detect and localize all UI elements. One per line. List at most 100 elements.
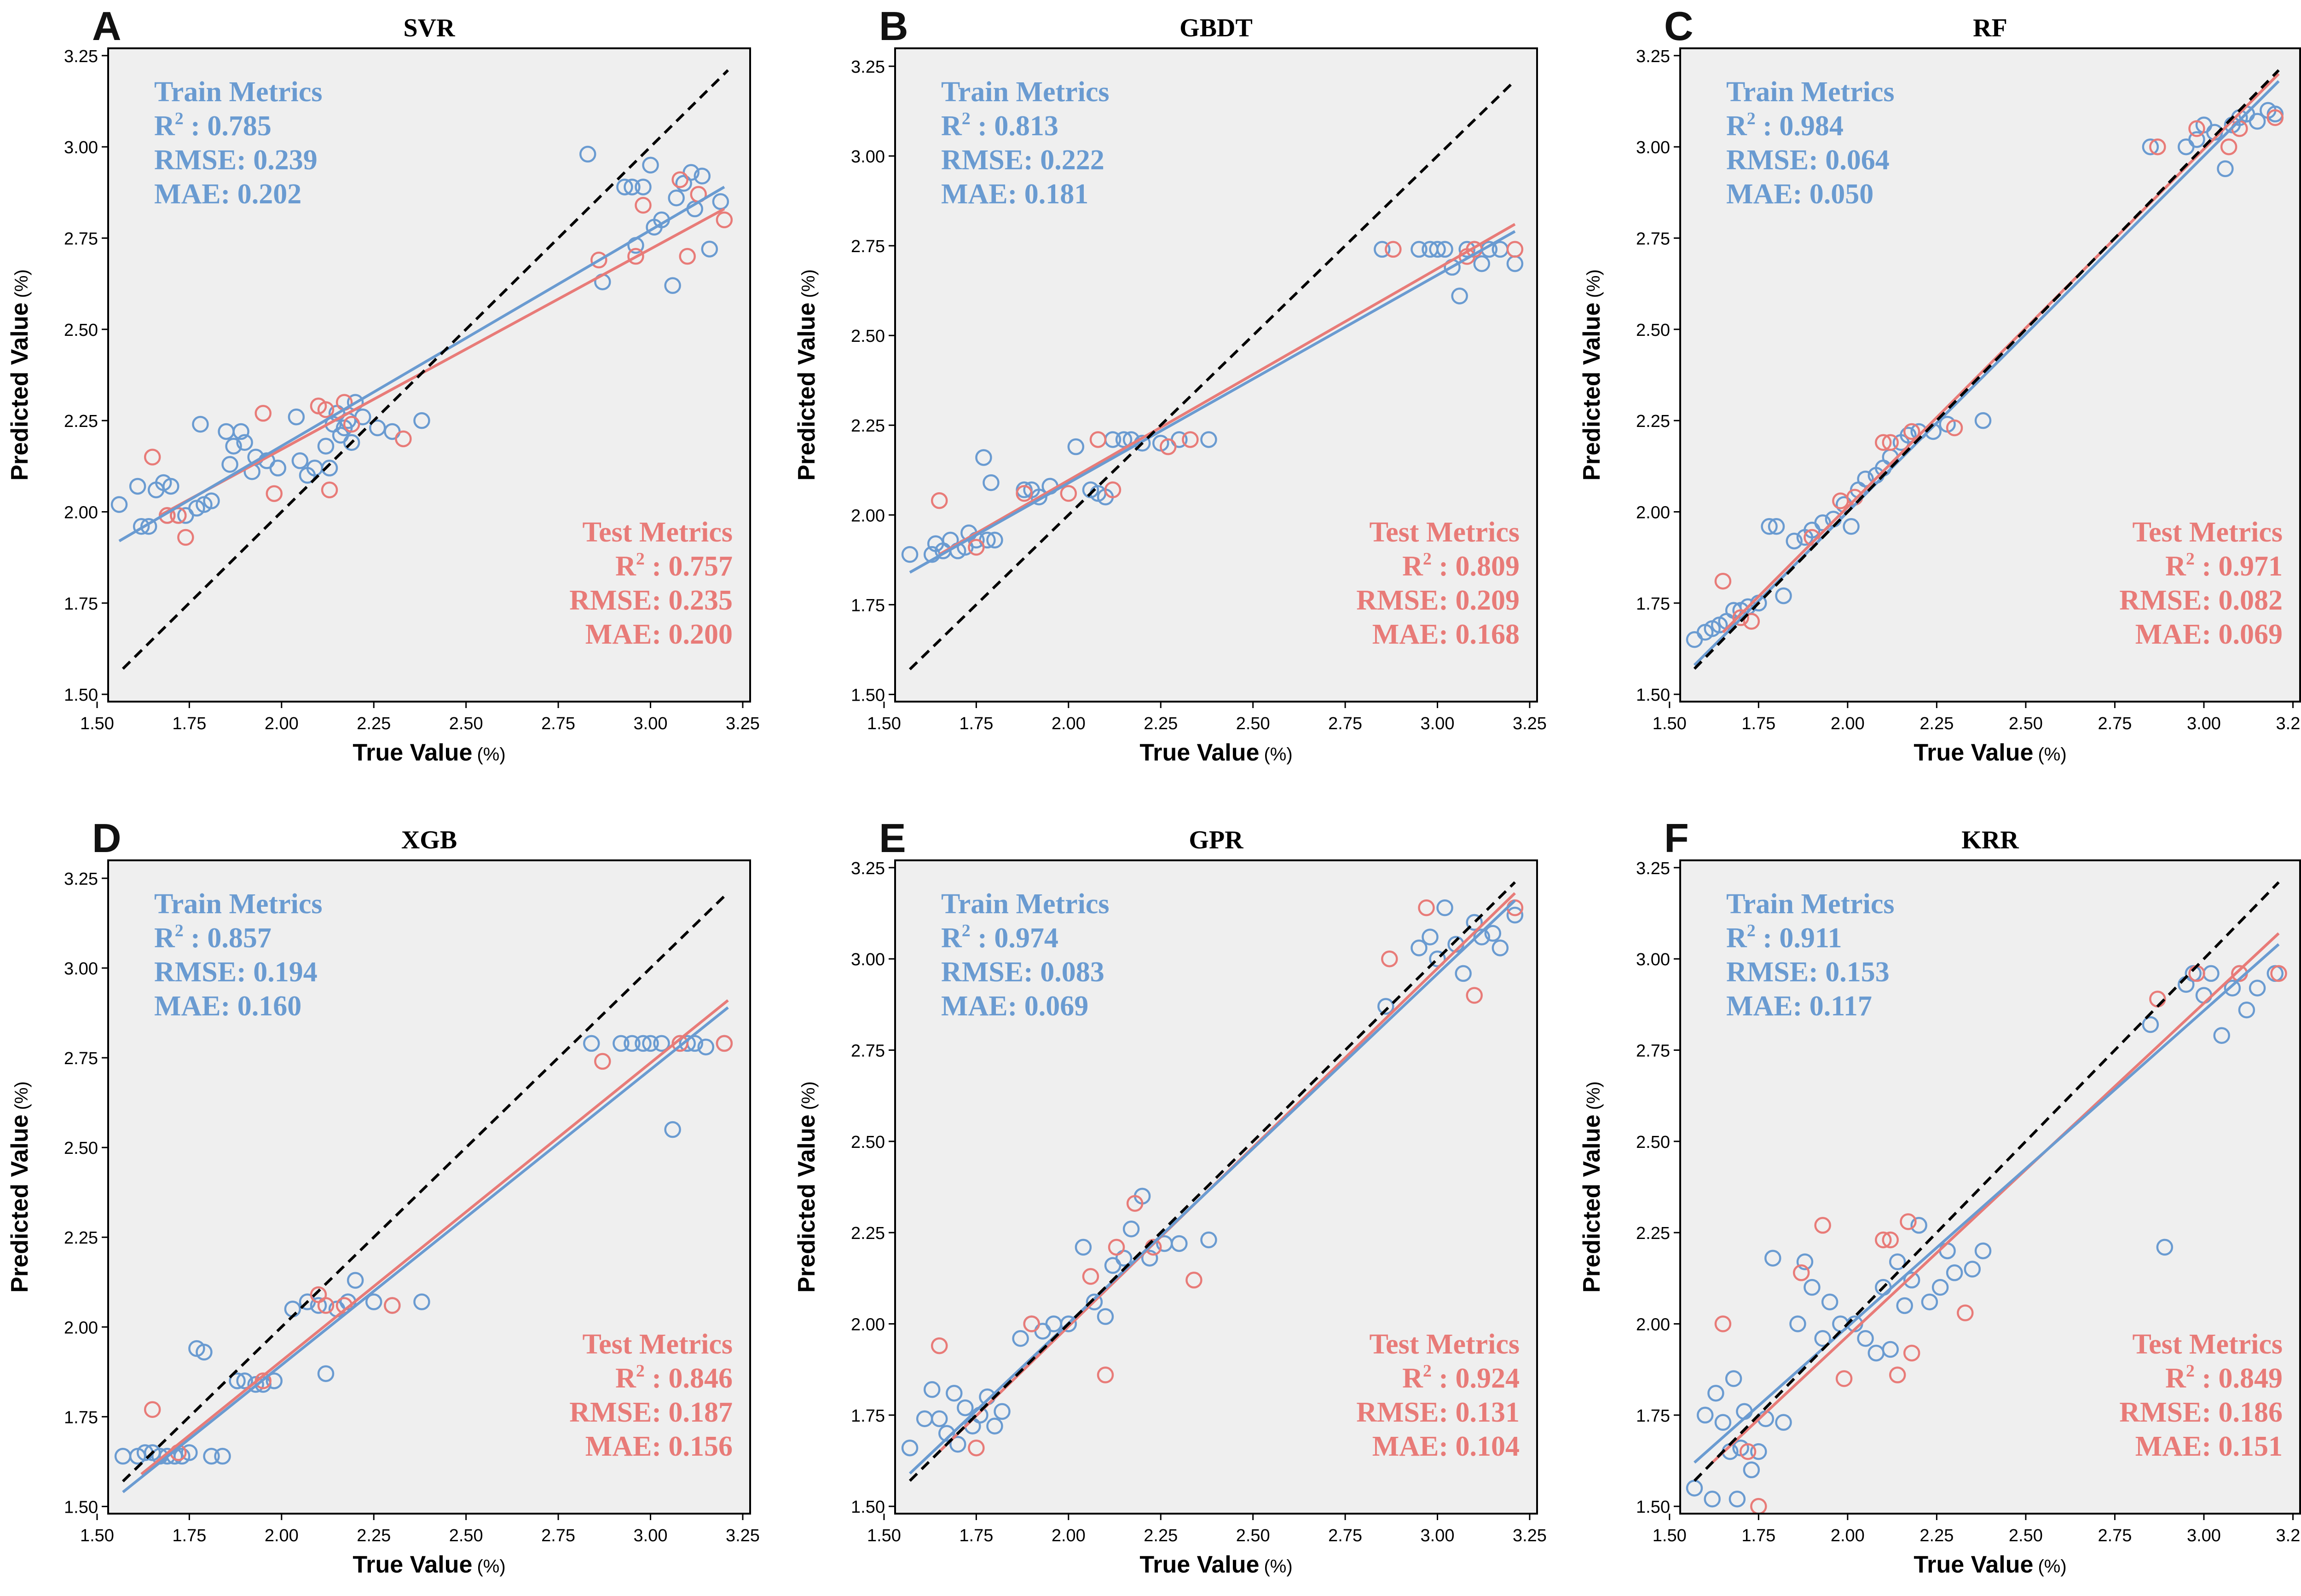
train-point	[181, 1444, 198, 1461]
metrics-heading: Test Metrics	[582, 517, 733, 548]
y-tick-label: 2.25	[851, 1224, 885, 1243]
x-tick-label: 1.50	[867, 1526, 901, 1545]
plot-frame	[1679, 47, 2301, 703]
plot-frame	[107, 47, 751, 703]
test-point	[1108, 1239, 1125, 1256]
data-layer	[901, 881, 1524, 1482]
train-point	[653, 1035, 670, 1052]
y-tick-label: 3.25	[1636, 859, 1670, 878]
panel-title: KRR	[1961, 826, 2019, 854]
test-point	[395, 430, 412, 448]
x-tick-label: 1.75	[172, 1526, 206, 1545]
panel-e: E GPR 1.50 1.75 2.00 2.25 2.50 2.75 3.00 3.25 1.50…	[793, 815, 1547, 1578]
x-axis-unit: (%)	[2038, 1556, 2066, 1577]
test-point	[679, 248, 696, 265]
train-point	[1115, 431, 1133, 448]
r2-value: : 0.757	[645, 551, 733, 582]
y-tick-label: 1.50	[851, 1498, 885, 1517]
y-tick-label: 2.25	[1636, 412, 1670, 431]
y-tick-label: 2.25	[851, 416, 885, 436]
x-tick-label: 1.50	[867, 714, 901, 733]
train-point	[946, 1384, 963, 1402]
test-point	[1016, 485, 1033, 502]
test-point	[1882, 1231, 1899, 1249]
test-point	[1903, 1344, 1920, 1362]
test-point	[635, 196, 652, 214]
x-tick-label: 2.00	[265, 1526, 299, 1545]
x-axis-label-text: True Value	[353, 1551, 472, 1578]
metrics-r2: R2 : 0.849	[2165, 1361, 2283, 1394]
r2-superscript: 2	[962, 921, 971, 940]
train-point	[983, 474, 1000, 491]
train-point	[1455, 965, 1472, 982]
train-point	[1436, 241, 1453, 258]
panel-letter: B	[879, 3, 908, 49]
test-point	[170, 507, 187, 524]
metrics-rmse: RMSE: 0.194	[154, 956, 318, 988]
plot-frame	[1679, 859, 2301, 1515]
y-tick-label: 2.75	[64, 230, 98, 249]
panel-f: F KRR 1.50 1.75 2.00 2.25 2.50 2.75 3.00 3.25 1.50…	[1578, 815, 2301, 1578]
y-axis-label-text: Predicted Value	[1578, 302, 1605, 480]
x-tick-label: 2.50	[449, 714, 483, 733]
metrics-r2: R2 : 0.857	[154, 921, 272, 954]
test-point	[931, 492, 948, 509]
train-point	[269, 460, 287, 477]
metrics-r2: R2 : 0.846	[615, 1361, 733, 1394]
metrics-r2: R2 : 0.785	[154, 109, 272, 142]
y-axis-label: Predicted Value (%)	[793, 269, 820, 481]
x-tick-label: 2.50	[2009, 714, 2043, 733]
r2-superscript: 2	[636, 549, 645, 569]
test-point	[1466, 987, 1483, 1004]
train-point	[1067, 438, 1085, 455]
y-tick-label: 2.25	[1636, 1224, 1670, 1243]
y-tick-label: 1.50	[64, 686, 98, 705]
train-point	[1843, 518, 1860, 535]
metrics-heading: Train Metrics	[941, 76, 1110, 108]
r2-superscript: 2	[1747, 109, 1756, 128]
metrics-heading: Train Metrics	[154, 76, 323, 108]
y-tick-label: 1.75	[64, 594, 98, 614]
x-tick-label: 2.50	[449, 1526, 483, 1545]
train-point	[1889, 1253, 1906, 1270]
panel-title: SVR	[403, 14, 455, 42]
train-point	[291, 452, 309, 469]
r2-label: R	[941, 110, 962, 142]
metrics-mae: MAE: 0.069	[941, 991, 1088, 1022]
train-point	[697, 1038, 715, 1055]
train-point	[583, 1035, 600, 1052]
x-tick-label: 2.25	[357, 714, 391, 733]
r2-value: : 0.984	[1756, 110, 1844, 142]
panel-letter: A	[92, 3, 121, 49]
panel-letter: D	[92, 815, 121, 861]
r2-value: : 0.785	[184, 110, 272, 142]
metrics-mae: MAE: 0.181	[941, 179, 1088, 210]
panel-title: GPR	[1189, 826, 1243, 854]
y-axis-label: Predicted Value (%)	[1578, 1081, 1605, 1293]
metrics-mae: MAE: 0.160	[154, 991, 301, 1022]
test-point	[2220, 138, 2237, 156]
train-point	[664, 277, 681, 294]
train-point	[975, 449, 992, 466]
x-tick-label: 2.25	[357, 1526, 391, 1545]
data-layer	[1686, 69, 2284, 670]
y-tick-label: 3.25	[1636, 47, 1670, 66]
panel-letter: C	[1664, 3, 1694, 49]
metrics-rmse: RMSE: 0.187	[569, 1397, 733, 1428]
r2-superscript: 2	[1423, 549, 1432, 569]
train-point	[229, 1372, 246, 1389]
y-tick-label: 2.75	[851, 1042, 885, 1061]
train-point	[1411, 241, 1428, 258]
train-point	[2238, 1002, 2255, 1019]
test-point	[144, 449, 161, 466]
y-tick-label: 2.75	[851, 237, 885, 256]
r2-value: : 0.849	[2195, 1363, 2283, 1394]
y-tick-label: 1.75	[64, 1408, 98, 1427]
y-tick-label: 2.00	[1636, 503, 1670, 522]
test-point	[590, 251, 607, 269]
train-point	[1506, 906, 1524, 924]
train-point	[1857, 1330, 1874, 1347]
